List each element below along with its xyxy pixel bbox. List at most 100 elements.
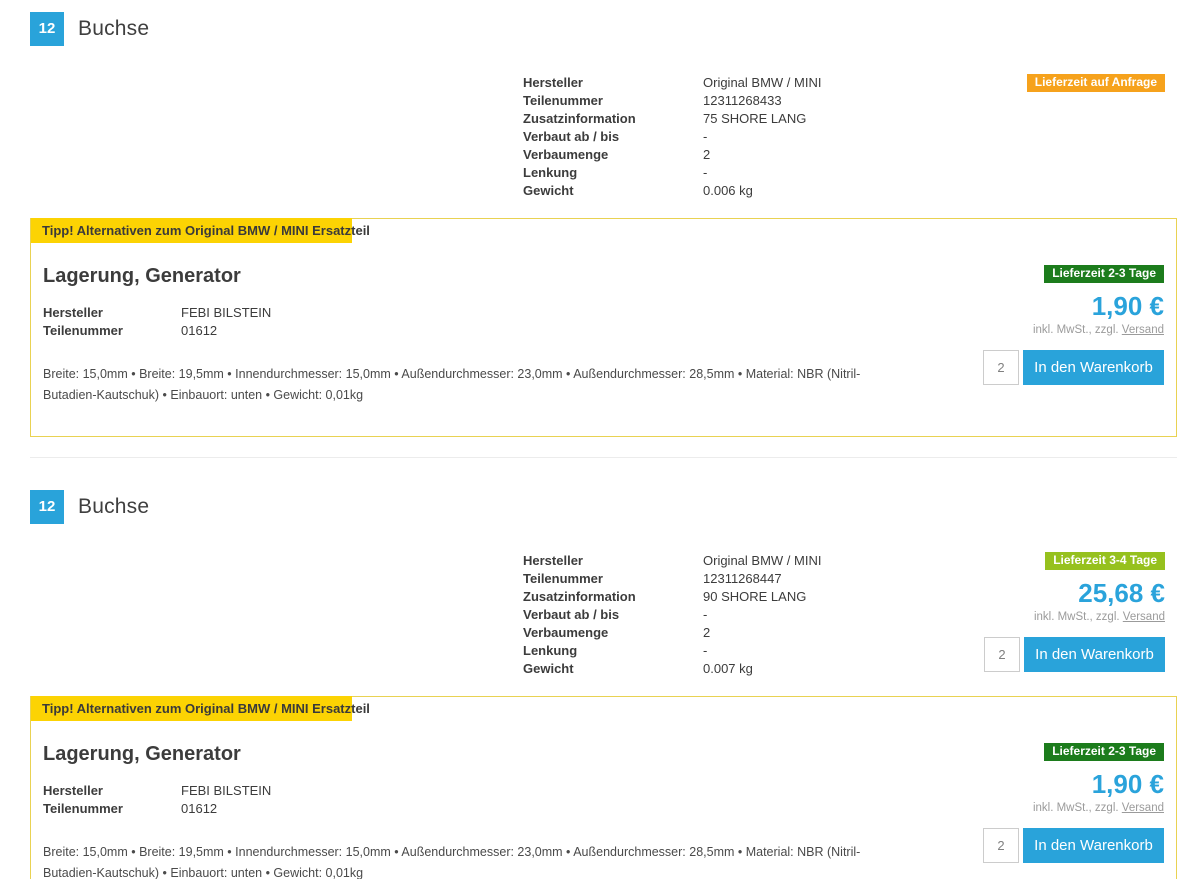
detail-value: 90 SHORE LANG	[703, 589, 807, 604]
detail-row: Verbaumenge 2	[523, 146, 1177, 164]
shipping-link[interactable]: Versand	[1122, 611, 1165, 623]
buy-row: In den Warenkorb	[983, 828, 1164, 863]
detail-value: Original BMW / MINI	[703, 75, 822, 90]
alternative-buy-column: Lieferzeit 2-3 Tage 1,90 € inkl. MwSt., …	[983, 265, 1164, 385]
price: 1,90 €	[1091, 291, 1164, 321]
detail-row: Hersteller Original BMW / MINI	[523, 74, 1177, 92]
detail-row: Verbaut ab / bis -	[523, 606, 1177, 624]
detail-value: 12311268433	[703, 93, 782, 108]
tax-note: inkl. MwSt., zzgl. Versand	[1032, 802, 1164, 814]
detail-row: Hersteller FEBI BILSTEIN	[43, 304, 1164, 322]
detail-row: Teilenummer 12311268433	[523, 92, 1177, 110]
position-badge: 12	[30, 490, 64, 524]
quantity-input[interactable]	[983, 350, 1019, 385]
delivery-time-badge: Lieferzeit 3-4 Tage	[1045, 552, 1165, 570]
detail-row: Gewicht 0.006 kg	[523, 182, 1177, 200]
detail-value: 0.007 kg	[703, 661, 753, 676]
detail-row: Lenkung -	[523, 642, 1177, 660]
detail-label: Verbaut ab / bis	[523, 607, 620, 622]
detail-row: Gewicht 0.007 kg	[523, 660, 1177, 678]
delivery-time-badge: Lieferzeit 2-3 Tage	[1044, 265, 1164, 283]
section-header: 12 Buchse	[30, 12, 1177, 46]
detail-label: Teilenummer	[43, 323, 123, 338]
alternative-product-title: Lagerung, Generator	[43, 743, 241, 765]
detail-value: 01612	[181, 801, 218, 816]
detail-row: Teilenummer 01612	[43, 800, 1164, 818]
alternative-tip-box: Tipp! Alternativen zum Original BMW / MI…	[30, 218, 1177, 437]
part-name-title: Buchse	[78, 495, 150, 518]
add-to-cart-button[interactable]: In den Warenkorb	[1023, 350, 1164, 385]
detail-label: Hersteller	[43, 783, 103, 798]
buy-row: In den Warenkorb	[984, 637, 1165, 672]
delivery-time-badge: Lieferzeit auf Anfrage	[1026, 74, 1165, 92]
detail-value: -	[703, 129, 708, 144]
add-to-cart-button[interactable]: In den Warenkorb	[1024, 637, 1165, 672]
part-section-2: 12 Buchse Hersteller Original BMW / MINI …	[30, 490, 1177, 879]
quantity-input[interactable]	[984, 637, 1020, 672]
availability-column: Lieferzeit auf Anfrage	[1026, 74, 1165, 92]
detail-label: Verbaumenge	[523, 147, 609, 162]
detail-label: Zusatzinformation	[523, 111, 636, 126]
add-to-cart-button[interactable]: In den Warenkorb	[1023, 828, 1164, 863]
detail-value: FEBI BILSTEIN	[181, 783, 272, 798]
detail-label: Gewicht	[523, 183, 574, 198]
detail-value: 2	[703, 625, 711, 640]
detail-value: -	[703, 643, 708, 658]
detail-value: 01612	[181, 323, 218, 338]
price: 1,90 €	[1091, 769, 1164, 799]
detail-label: Hersteller	[523, 75, 583, 90]
buy-row: In den Warenkorb	[983, 350, 1164, 385]
detail-value: -	[703, 607, 708, 622]
detail-label: Lenkung	[523, 643, 578, 658]
part-section-1: 12 Buchse Hersteller Original BMW / MINI …	[30, 12, 1177, 437]
position-badge: 12	[30, 12, 64, 46]
detail-row: Teilenummer 12311268447	[523, 570, 1177, 588]
detail-label: Hersteller	[523, 553, 583, 568]
detail-label: Zusatzinformation	[523, 589, 636, 604]
price: 25,68 €	[1078, 578, 1165, 608]
alternative-details-table: Hersteller FEBI BILSTEIN Teilenummer 01612	[43, 782, 1164, 818]
detail-value: 75 SHORE LANG	[703, 111, 807, 126]
shipping-link[interactable]: Versand	[1121, 324, 1164, 336]
detail-row: Verbaut ab / bis -	[523, 128, 1177, 146]
quantity-input[interactable]	[983, 828, 1019, 863]
availability-buy-column: Lieferzeit 3-4 Tage 25,68 € inkl. MwSt.,…	[984, 552, 1165, 672]
detail-value: Original BMW / MINI	[703, 553, 822, 568]
part-details-table: Hersteller Original BMW / MINI Teilenumme…	[523, 552, 1177, 678]
detail-row: Zusatzinformation 75 SHORE LANG	[523, 110, 1177, 128]
detail-row: Hersteller FEBI BILSTEIN	[43, 782, 1164, 800]
detail-value: FEBI BILSTEIN	[181, 305, 272, 320]
detail-row: Lenkung -	[523, 164, 1177, 182]
detail-value: -	[703, 165, 708, 180]
detail-label: Teilenummer	[523, 571, 603, 586]
section-header: 12 Buchse	[30, 490, 1177, 524]
alternative-buy-column: Lieferzeit 2-3 Tage 1,90 € inkl. MwSt., …	[983, 743, 1164, 863]
detail-row: Hersteller Original BMW / MINI	[523, 552, 1177, 570]
shipping-link[interactable]: Versand	[1121, 802, 1164, 814]
oem-part-row: Hersteller Original BMW / MINI Teilenumme…	[30, 74, 1177, 200]
alternative-description: Breite: 15,0mm • Breite: 19,5mm • Innend…	[43, 845, 861, 879]
detail-row: Teilenummer 01612	[43, 322, 1164, 340]
tax-note: inkl. MwSt., zzgl. Versand	[1033, 611, 1165, 623]
detail-value: 0.006 kg	[703, 183, 753, 198]
alternative-details-table: Hersteller FEBI BILSTEIN Teilenummer 01612	[43, 304, 1164, 340]
detail-row: Zusatzinformation 90 SHORE LANG	[523, 588, 1177, 606]
detail-value: 12311268447	[703, 571, 782, 586]
alternative-tip-box: Tipp! Alternativen zum Original BMW / MI…	[30, 696, 1177, 879]
delivery-time-badge: Lieferzeit 2-3 Tage	[1044, 743, 1164, 761]
tip-banner: Tipp! Alternativen zum Original BMW / MI…	[31, 696, 370, 721]
detail-row: Verbaumenge 2	[523, 624, 1177, 642]
alternative-description: Breite: 15,0mm • Breite: 19,5mm • Innend…	[43, 367, 861, 402]
part-name-title: Buchse	[78, 17, 150, 40]
detail-label: Gewicht	[523, 661, 574, 676]
detail-label: Hersteller	[43, 305, 103, 320]
detail-label: Teilenummer	[43, 801, 123, 816]
detail-label: Lenkung	[523, 165, 578, 180]
part-details-table: Hersteller Original BMW / MINI Teilenumme…	[523, 74, 1177, 200]
tip-banner: Tipp! Alternativen zum Original BMW / MI…	[31, 218, 370, 243]
section-divider	[30, 457, 1177, 458]
detail-label: Verbaumenge	[523, 625, 609, 640]
detail-label: Teilenummer	[523, 93, 603, 108]
detail-label: Verbaut ab / bis	[523, 129, 620, 144]
detail-value: 2	[703, 147, 711, 162]
